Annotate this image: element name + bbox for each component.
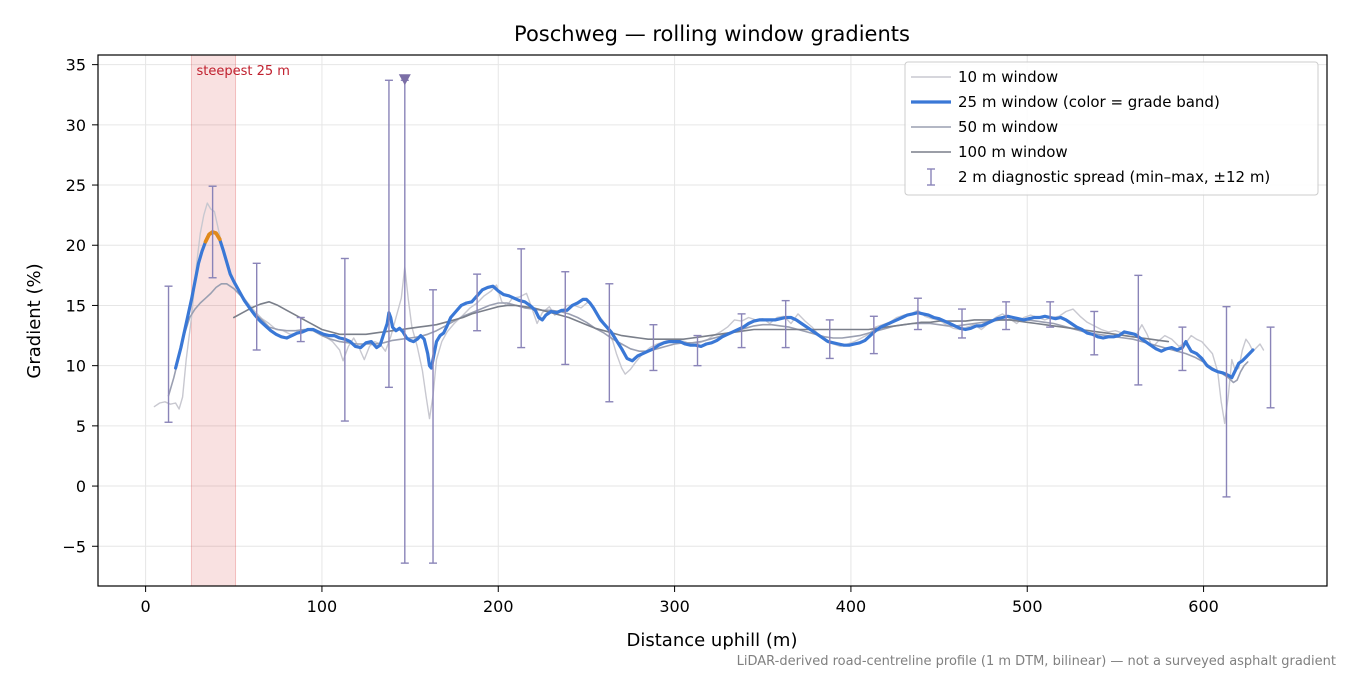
legend-entry: 2 m diagnostic spread (min–max, ±12 m) bbox=[927, 168, 1270, 186]
error-bar bbox=[693, 334, 702, 367]
legend-entry: 50 m window bbox=[911, 118, 1058, 136]
legend-label: 50 m window bbox=[958, 118, 1058, 136]
error-bar bbox=[1134, 274, 1143, 386]
error-bar bbox=[737, 313, 746, 349]
y-tick-label: 15 bbox=[66, 296, 86, 315]
error-bar bbox=[649, 324, 658, 372]
error-bar bbox=[1178, 326, 1187, 372]
steepest-band-label: steepest 25 m bbox=[196, 64, 289, 79]
x-tick-label: 200 bbox=[483, 597, 514, 616]
y-tick-label: 30 bbox=[66, 116, 86, 135]
x-tick-label: 0 bbox=[141, 597, 151, 616]
error-bar bbox=[252, 262, 261, 351]
chart-title: Poschweg — rolling window gradients bbox=[514, 22, 910, 46]
legend-entry: 100 m window bbox=[911, 143, 1068, 161]
y-tick-label: −5 bbox=[62, 537, 86, 556]
series-2-line bbox=[174, 230, 1255, 380]
legend: 10 m window 25 m window (color = grade ba… bbox=[904, 61, 1319, 196]
error-bar bbox=[164, 285, 173, 423]
error-bar bbox=[869, 315, 878, 355]
plot-frame bbox=[97, 54, 1328, 587]
error-bar bbox=[400, 79, 409, 564]
x-tick-label: 400 bbox=[836, 597, 867, 616]
error-bar bbox=[208, 185, 217, 279]
error-bar bbox=[473, 273, 482, 332]
y-axis-ticks: −5 0 5 10 15 20 25 30 35 bbox=[62, 56, 98, 556]
error-bar bbox=[384, 79, 393, 389]
legend-label: 25 m window (color = grade band) bbox=[958, 93, 1220, 111]
y-tick-label: 5 bbox=[76, 417, 86, 436]
error-bars bbox=[164, 79, 1275, 564]
series-3-line bbox=[167, 283, 1249, 397]
legend-label: 2 m diagnostic spread (min–max, ±12 m) bbox=[958, 168, 1270, 186]
series-lines bbox=[153, 202, 1265, 425]
x-axis-title: Distance uphill (m) bbox=[627, 630, 798, 651]
y-axis-title: Gradient (%) bbox=[24, 263, 45, 378]
legend-box bbox=[904, 61, 1319, 196]
error-bar bbox=[1090, 310, 1099, 356]
error-bar bbox=[1046, 301, 1055, 328]
legend-entry: 25 m window (color = grade band) bbox=[911, 93, 1220, 111]
steepest-band bbox=[190, 54, 237, 587]
error-bar bbox=[825, 319, 834, 360]
y-tick-label: 10 bbox=[66, 357, 86, 376]
legend-label: 10 m window bbox=[958, 68, 1058, 86]
error-bar bbox=[1002, 301, 1011, 331]
x-tick-label: 100 bbox=[307, 597, 338, 616]
legend-label: 100 m window bbox=[958, 143, 1068, 161]
error-bar bbox=[561, 271, 570, 366]
y-tick-label: 25 bbox=[66, 176, 86, 195]
error-bar bbox=[1266, 326, 1275, 409]
series-1-line bbox=[153, 202, 1265, 425]
error-bar bbox=[913, 297, 922, 331]
x-tick-label: 500 bbox=[1012, 597, 1043, 616]
error-bar bbox=[296, 316, 305, 343]
error-bar bbox=[1222, 305, 1231, 498]
error-bar bbox=[605, 283, 614, 403]
x-tick-label: 300 bbox=[659, 597, 690, 616]
y-tick-label: 35 bbox=[66, 56, 86, 75]
x-axis-ticks: 0 100 200 300 400 500 600 bbox=[141, 586, 1219, 616]
x-tick-label: 600 bbox=[1188, 597, 1219, 616]
footnote: LiDAR-derived road-centreline profile (1… bbox=[737, 654, 1336, 669]
error-bar bbox=[517, 248, 526, 349]
y-tick-label: 20 bbox=[66, 236, 86, 255]
y-tick-label: 0 bbox=[76, 477, 86, 496]
error-bar bbox=[340, 257, 349, 422]
error-bar bbox=[958, 308, 967, 339]
error-bar bbox=[781, 299, 790, 349]
legend-entry: 10 m window bbox=[911, 68, 1058, 86]
max-marker bbox=[398, 74, 411, 86]
error-bar bbox=[429, 289, 438, 564]
